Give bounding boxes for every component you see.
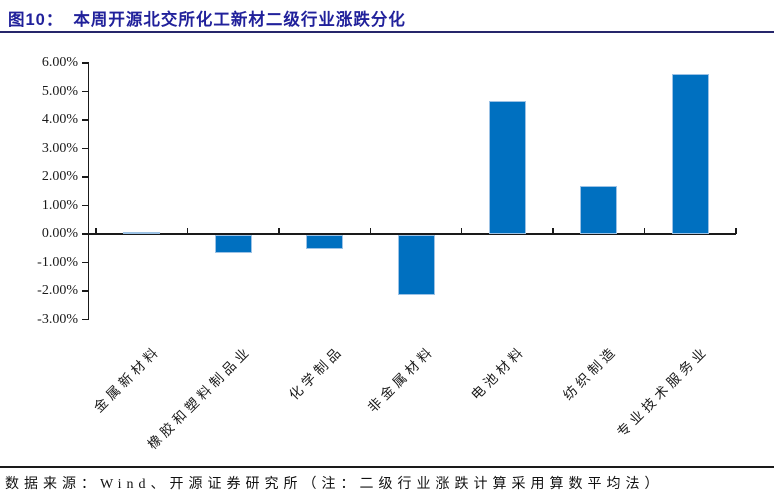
y-axis-tick (81, 290, 89, 292)
bar (214, 234, 252, 254)
x-axis-tick (369, 227, 372, 234)
y-axis-tick (81, 318, 89, 321)
x-axis-tick (735, 227, 737, 234)
x-axis-tick (95, 227, 97, 234)
y-axis-tick-label: 1.00% (41, 197, 78, 213)
x-axis-tick (278, 227, 280, 234)
x-axis-line (81, 233, 736, 235)
bar (397, 234, 435, 295)
y-axis-tick-label: 6.00% (41, 55, 78, 70)
title-divider (0, 31, 774, 33)
y-axis-tick-label: 3.00% (41, 140, 78, 156)
source-note: 数据来源：Wind、开源证券研究所（注：二级行业涨跌计算采用算数平均法） (5, 477, 664, 492)
y-axis-tick-label: 5.00% (41, 83, 78, 99)
x-axis-tick (643, 227, 646, 234)
y-axis-tick (81, 90, 89, 93)
y-axis-tick-label: 4.00% (41, 112, 78, 127)
y-axis-tick (81, 261, 89, 264)
x-axis-tick (552, 227, 554, 234)
y-axis-line (87, 63, 90, 320)
bar (671, 74, 709, 234)
y-axis-tick (81, 204, 89, 207)
x-axis-tick (460, 227, 463, 234)
bar (306, 234, 344, 250)
figure-number: 图10： (8, 11, 64, 29)
figure-title: 图10： 本周开源北交所化工新材二级行业涨跌分化 (8, 6, 768, 30)
figure-title-text: 本周开源北交所化工新材二级行业涨跌分化 (73, 11, 406, 29)
y-axis-tick-label: -3.00% (37, 311, 78, 327)
y-axis-tick (81, 176, 89, 178)
y-axis-tick-label: 0.00% (41, 226, 78, 241)
y-axis-tick (81, 147, 89, 150)
bar (580, 185, 618, 234)
y-axis-tick (81, 119, 89, 121)
y-axis-tick (81, 62, 89, 64)
y-axis-tick-label: -1.00% (37, 254, 78, 270)
y-axis-tick-label: -2.00% (37, 283, 78, 298)
y-axis-tick-label: 2.00% (41, 169, 78, 184)
x-axis-tick (186, 227, 189, 234)
footer-divider (0, 466, 774, 468)
bar (123, 232, 161, 234)
bar (488, 101, 526, 234)
